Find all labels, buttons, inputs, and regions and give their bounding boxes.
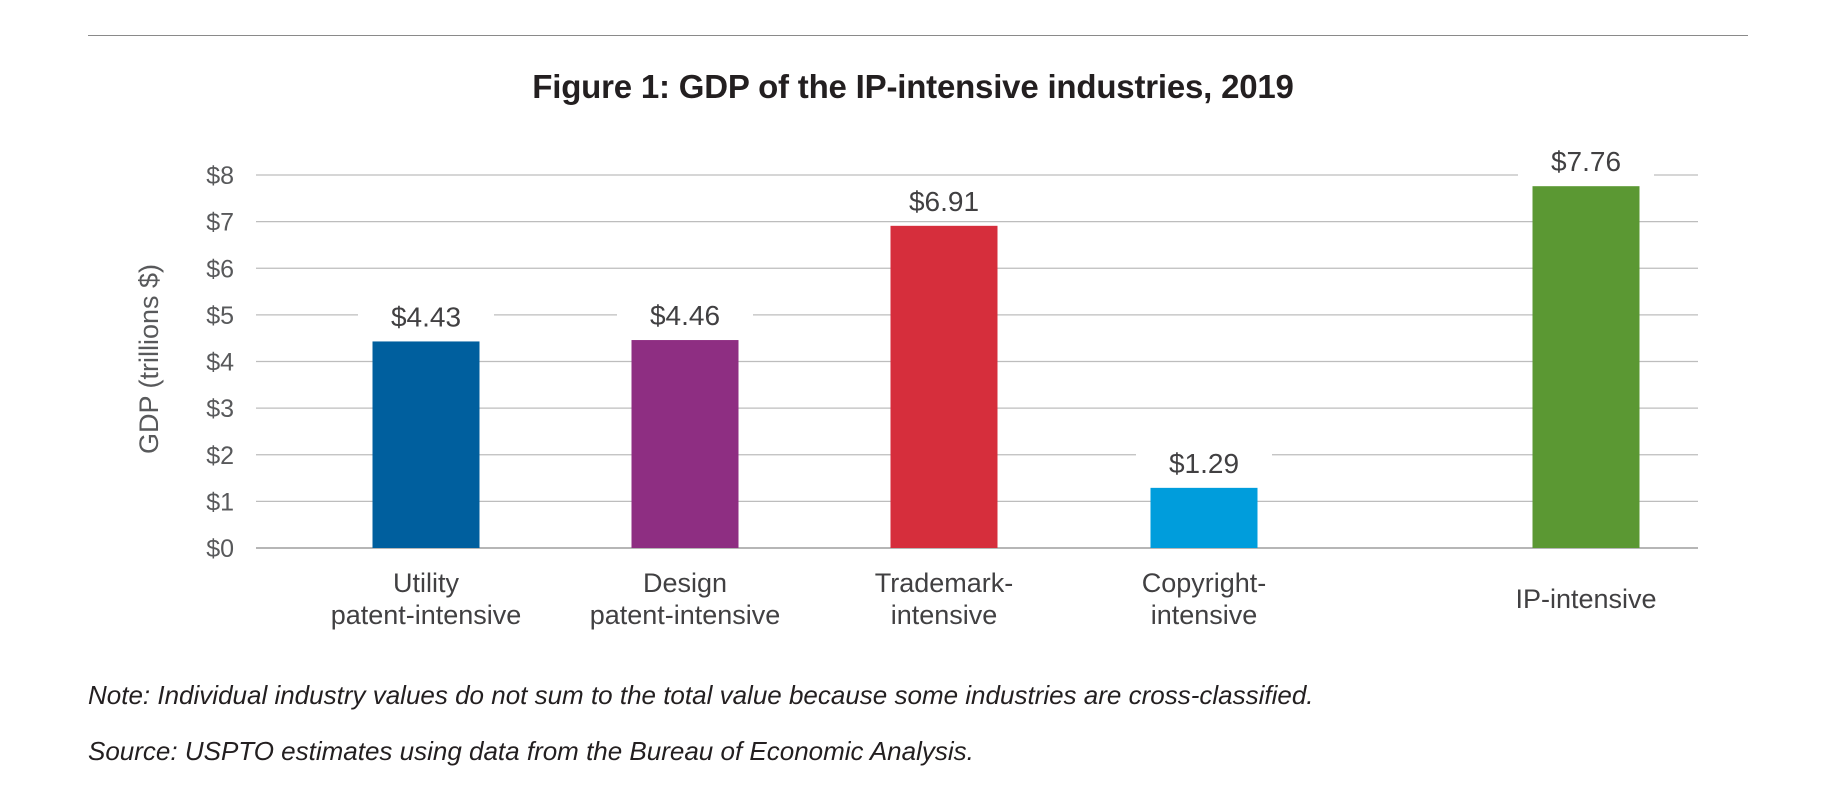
y-tick-label-1: $1 [206,488,234,516]
bar-0 [372,341,480,548]
y-tick-label-4: $4 [206,349,234,377]
data-label-1: $4.46 [650,300,720,331]
category-labels: Utilitypatent-intensiveDesignpatent-inte… [331,568,1657,630]
y-axis-ticks: $0 $1 $2 $3 $4 $5 $6 $7 $8 [206,162,234,563]
y-tick-label-3: $3 [206,395,234,423]
y-tick-label-6: $6 [206,255,234,283]
category-label-2-line-1: intensive [891,600,998,630]
y-tick-label-8: $8 [206,162,234,190]
category-label-0-line-0: Utility [393,568,459,598]
category-label-4-line-0: IP-intensive [1515,584,1656,614]
data-label-backdrop-4 [1518,141,1654,182]
top-divider-rule [88,35,1748,36]
category-label-1-line-1: patent-intensive [590,600,781,630]
data-label-backdrop-0 [358,296,494,337]
bar-chart: $0 $1 $2 $3 $4 $5 $6 $7 $8 GDP (trillions $) $4.… [134,141,1698,630]
chart-note: Note: Individual industry values do not … [88,680,1314,710]
chart-title: Figure 1: GDP of the IP-intensive indust… [532,68,1294,105]
category-label-3-line-0: Copyright- [1142,568,1267,598]
data-label-backdrop-2 [876,180,1012,221]
bar-3 [1150,487,1258,548]
data-label-backdrop-1 [617,295,753,336]
data-label-2: $6.91 [909,186,979,217]
data-label-backdrop-3 [1136,442,1272,483]
data-label-4: $7.76 [1551,146,1621,177]
data-label-0: $4.43 [391,301,461,332]
data-label-3: $1.29 [1169,448,1239,479]
y-tick-label-0: $0 [206,535,234,563]
bars [372,186,1640,549]
y-tick-label-7: $7 [206,209,234,237]
category-label-2-line-0: Trademark- [875,568,1014,598]
y-tick-label-2: $2 [206,442,234,470]
bar-1 [631,340,739,548]
y-axis-title: GDP (trillions $) [134,264,164,454]
chart-source: Source: USPTO estimates using data from … [88,736,974,766]
data-labels: $4.43 $4.46 $6.91 $1.29 $7.76 [358,141,1654,483]
category-label-1-line-0: Design [643,568,727,598]
bar-4 [1532,186,1640,548]
y-tick-label-5: $5 [206,302,234,330]
category-label-3-line-1: intensive [1151,600,1258,630]
category-label-0-line-1: patent-intensive [331,600,522,630]
bar-2 [890,225,998,549]
